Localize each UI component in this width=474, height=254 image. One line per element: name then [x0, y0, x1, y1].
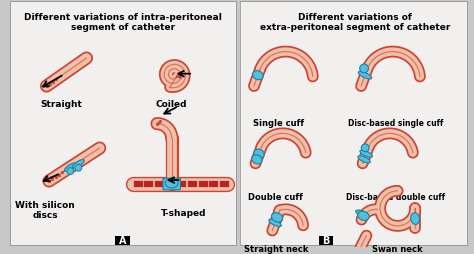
Text: Different variations of intra-peritoneal
segment of catheter: Different variations of intra-peritoneal…: [24, 13, 222, 32]
Text: Coiled: Coiled: [156, 100, 187, 109]
FancyBboxPatch shape: [115, 236, 130, 245]
Ellipse shape: [64, 163, 76, 172]
Text: A: A: [119, 235, 126, 246]
Text: Single cuff: Single cuff: [253, 118, 304, 127]
Text: Double cuff: Double cuff: [248, 192, 303, 201]
Text: Different variations of
extra-peritoneal segment of catheter: Different variations of extra-peritoneal…: [260, 13, 450, 32]
Ellipse shape: [360, 150, 373, 158]
Ellipse shape: [253, 71, 263, 81]
Ellipse shape: [254, 150, 264, 159]
Ellipse shape: [360, 65, 368, 73]
Text: T-shaped: T-shaped: [161, 209, 206, 217]
Text: Disc-based double cuff: Disc-based double cuff: [346, 192, 445, 201]
Text: Straight neck: Straight neck: [244, 244, 308, 253]
Ellipse shape: [361, 144, 369, 152]
Ellipse shape: [358, 156, 370, 163]
Ellipse shape: [358, 212, 369, 221]
FancyBboxPatch shape: [163, 179, 181, 190]
Text: Straight: Straight: [41, 100, 82, 109]
Bar: [10, 2, 236, 245]
Ellipse shape: [272, 213, 283, 222]
Text: Swan neck: Swan neck: [372, 244, 423, 253]
Ellipse shape: [410, 213, 419, 225]
Text: Disc-based single cuff: Disc-based single cuff: [348, 118, 443, 127]
Text: With silicon
discs: With silicon discs: [15, 200, 75, 219]
Ellipse shape: [252, 155, 262, 164]
FancyBboxPatch shape: [319, 236, 333, 245]
Text: B: B: [322, 235, 330, 246]
Bar: [240, 2, 467, 245]
Ellipse shape: [358, 72, 372, 80]
Ellipse shape: [67, 168, 73, 175]
Ellipse shape: [165, 179, 178, 188]
Ellipse shape: [356, 210, 369, 217]
Ellipse shape: [75, 165, 82, 171]
Ellipse shape: [269, 219, 282, 227]
Ellipse shape: [73, 160, 84, 168]
